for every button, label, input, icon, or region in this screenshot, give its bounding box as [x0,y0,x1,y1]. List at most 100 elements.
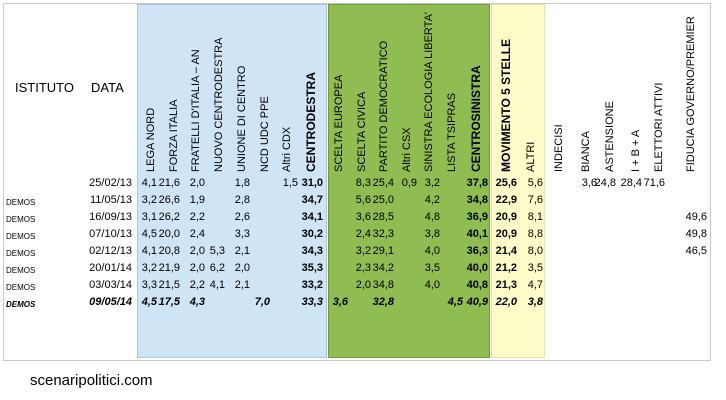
table-cell: 34,8 [372,279,394,291]
table-cell: 34,8 [466,194,488,206]
table-cell: 3,6 [332,296,348,308]
column-header: FORZA ITALIA [168,99,180,172]
table-cell: 2,1 [234,279,250,291]
column-header: CENTROSINISTRA [469,65,483,172]
table-cell: 31,0 [301,177,323,189]
table-cell: 5,6 [527,177,543,189]
table-cell: 32,8 [372,296,394,308]
column-header: INDECISI [553,124,565,172]
table-cell: 21,4 [495,245,517,257]
table-cell: 5,3 [209,245,225,257]
column-header: ALTRI [525,141,537,172]
table-cell: 33,2 [301,279,323,291]
table-cell: 34,3 [301,245,323,257]
table-cell: 4,5 [141,296,157,308]
column-header: ASTENSIONE [604,101,616,172]
table-cell: 3,8 [424,228,440,240]
table-cell: 4,5 [141,228,157,240]
table-cell: 26,6 [158,194,180,206]
table-cell: 3,2 [141,262,157,274]
table-cell: 4,1 [141,177,157,189]
table-cell: 8,1 [527,211,543,223]
column-header: LISTA TSIPRAS [446,92,458,172]
table-cell: 4,5 [447,296,463,308]
table-cell: 35,3 [301,262,323,274]
table-cell: 40,8 [466,279,488,291]
table-cell: 2,4 [355,228,371,240]
table-cell: 20,9 [495,211,517,223]
table-cell: 4,3 [189,296,205,308]
column-header: BIANCA [580,131,592,172]
column-header: LEGA NORD [145,107,157,172]
row-date: 16/09/13 [89,211,132,223]
table-cell: 32,3 [372,228,394,240]
table-cell: 22,9 [495,194,517,206]
table-cell: 36,3 [466,245,488,257]
column-header: Altri CSX [401,127,413,172]
table-cell: 4,7 [527,279,543,291]
table-cell: 20,9 [495,228,517,240]
row-date: 20/01/14 [89,262,132,274]
column-header: NUOVO CENTRODESTRA [213,37,225,172]
table-cell: 20,0 [158,228,180,240]
row-date: 07/10/13 [89,228,132,240]
column-header: ELETTORI ATTIVI [653,82,665,172]
table-cell: 3,2 [355,245,371,257]
column-header: SINISTRA ECOLOGIA LIBERTA' [423,11,435,172]
table-cell: 3,2 [424,177,440,189]
header-institute: ISTITUTO [15,80,74,95]
column-header: FRATELLI D'ITALIA – AN [190,49,202,172]
table-cell: 3,1 [141,211,157,223]
table-cell: 21,3 [495,279,517,291]
table-cell: 21,9 [158,262,180,274]
row-institute: DEMOS [6,283,36,292]
table-cell: 3,3 [141,279,157,291]
column-header: Altri CDX [281,126,293,172]
centrosinistra-band [328,4,490,358]
header-date: DATA [91,80,124,95]
table-cell: 2,0 [189,262,205,274]
footer-source: scenaripolitici.com [30,372,153,389]
column-header: I + B + A [630,129,642,172]
table-cell: 30,2 [301,228,323,240]
table-cell: 2,0 [234,262,250,274]
row-institute: DEMOS [6,300,36,309]
column-header: SCELTA EUROPEA [333,74,345,172]
table-cell: 28,4 [620,177,642,189]
table-cell: 8,3 [355,177,371,189]
row-date: 11/05/13 [89,194,132,206]
table-cell: 25,6 [495,177,517,189]
table-cell: 4,0 [424,279,440,291]
table-cell: 2,0 [189,177,205,189]
table-cell: 22,0 [495,296,517,308]
table-cell: 4,0 [424,245,440,257]
table-cell: 7,0 [254,296,270,308]
row-institute: DEMOS [6,266,36,275]
row-institute: DEMOS [6,232,36,241]
table-cell: 40,1 [466,228,488,240]
table-cell: 8,0 [527,245,543,257]
table-cell: 3,6 [355,211,371,223]
table-cell: 1,9 [189,194,205,206]
table-cell: 4,1 [141,245,157,257]
table-cell: 46,5 [685,245,707,257]
column-header: PARTITO DEMOCRATICO [378,40,390,172]
row-institute: DEMOS [6,249,36,258]
row-date: 03/03/14 [89,279,132,291]
row-institute: DEMOS [6,215,36,224]
table-cell: 7,6 [527,194,543,206]
column-header: FIDUCIA GOVERNO/PREMIER [685,16,697,172]
row-date: 25/02/13 [89,177,132,189]
table-cell: 2,6 [234,211,250,223]
table-cell: 5,6 [355,194,371,206]
table-cell: 0,9 [401,177,417,189]
table-cell: 2,3 [355,262,371,274]
table-cell: 2,2 [189,211,205,223]
row-date: 02/12/13 [89,245,132,257]
table-cell: 34,7 [301,194,323,206]
table-cell: 28,5 [372,211,394,223]
table-cell: 2,0 [189,245,205,257]
table-cell: 3,8 [527,296,543,308]
table-cell: 17,5 [158,296,180,308]
table-cell: 34,2 [372,262,394,274]
